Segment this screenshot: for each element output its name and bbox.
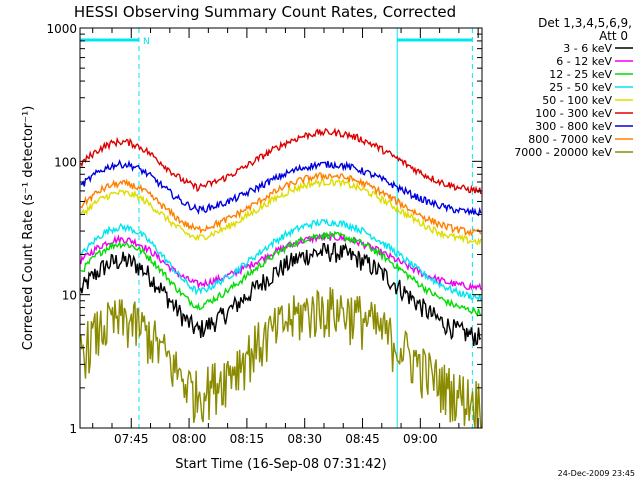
y-tick-label: 1000 <box>46 22 77 36</box>
legend-label: 6 - 12 keV <box>556 55 612 68</box>
legend-header-line-1: Det 1,3,4,5,6,9, <box>538 16 632 30</box>
legend-label: 12 - 25 keV <box>549 68 612 81</box>
night-label: N <box>143 37 150 47</box>
chart-title: HESSI Observing Summary Count Rates, Cor… <box>74 3 456 21</box>
legend-header-line-2: Att 0 <box>599 29 628 43</box>
legend-label: 25 - 50 keV <box>549 81 612 94</box>
x-tick-label: 08:30 <box>287 432 322 446</box>
y-tick-label: 100 <box>54 155 77 169</box>
series-line <box>80 242 482 347</box>
legend-label: 300 - 800 keV <box>535 120 612 133</box>
legend-label: 100 - 300 keV <box>535 107 612 120</box>
y-tick-label: 10 <box>62 289 77 303</box>
x-axis: 07:45 08:00 08:15 08:30 08:45 09:00 <box>92 28 479 446</box>
x-tick-label: 07:45 <box>114 432 149 446</box>
series-line <box>80 232 482 291</box>
series-line <box>80 230 482 318</box>
legend-label: 800 - 7000 keV <box>528 133 612 146</box>
y-axis-label: Corrected Count Rate (s⁻¹ detector⁻¹) <box>21 106 36 351</box>
series-line <box>80 218 482 302</box>
plot-frame <box>79 27 483 429</box>
y-tick-label: 1 <box>69 422 77 436</box>
x-tick-label: 09:00 <box>403 432 438 446</box>
series-line <box>80 177 482 246</box>
footer-date: 24-Dec-2009 23:45 <box>558 469 635 478</box>
night-markers: N <box>80 28 473 428</box>
series-line <box>80 172 482 237</box>
x-tick-label: 08:45 <box>345 432 380 446</box>
legend-label: 7000 - 20000 keV <box>514 146 612 159</box>
legend-label: 3 - 6 keV <box>563 42 612 55</box>
series-line <box>80 127 482 195</box>
x-tick-label: 08:00 <box>172 432 207 446</box>
legend-label: 50 - 100 keV <box>542 94 612 107</box>
series-line <box>80 287 482 429</box>
series-line <box>80 158 482 217</box>
series-layer <box>80 127 482 429</box>
x-axis-label: Start Time (16-Sep-08 07:31:42) <box>175 457 386 472</box>
x-tick-label: 08:15 <box>230 432 265 446</box>
y-axis: 1 10 100 1000 <box>46 22 482 436</box>
